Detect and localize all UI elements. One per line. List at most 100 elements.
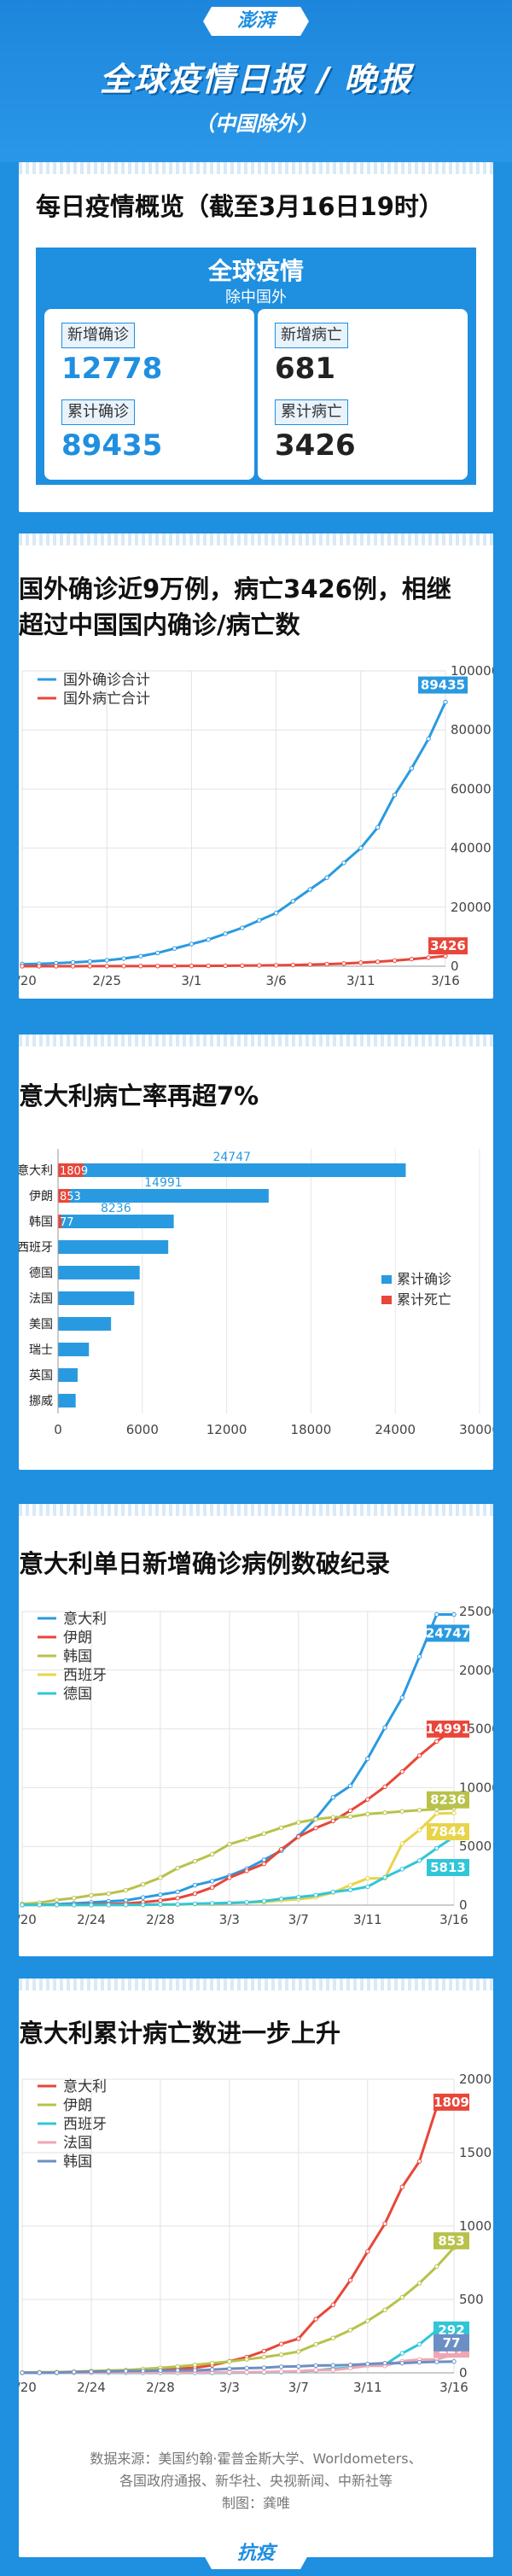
data-point: [158, 1875, 163, 1880]
legend-label: 西班牙: [63, 2116, 107, 2133]
data-point: [365, 2249, 370, 2254]
data-point: [278, 2352, 284, 2357]
data-point: [313, 1825, 318, 1831]
category-label: 西班牙: [19, 1241, 53, 1255]
data-point: [451, 1810, 457, 1815]
data-point: [365, 1875, 370, 1881]
data-point: [192, 2368, 198, 2373]
data-point: [399, 1809, 404, 1814]
end-label-box: [427, 1859, 469, 1877]
data-point: [416, 1753, 422, 1758]
data-point: [273, 963, 279, 968]
end-label-box: [427, 1791, 469, 1809]
footer-line-2: 各国政府通报、新华社、央视新闻、中新社等: [119, 2473, 393, 2489]
legend-label: 伊朗: [63, 1629, 92, 1646]
data-point: [324, 961, 329, 967]
data-point: [365, 1884, 370, 1890]
y-tick-label: 0: [459, 1897, 468, 1913]
x-tick-label: 3/7: [288, 2380, 309, 2395]
data-point: [399, 2360, 404, 2366]
data-point: [434, 1739, 439, 1744]
data-point: [434, 1611, 439, 1617]
bar-confirmed: [58, 1266, 140, 1279]
data-point: [296, 2363, 301, 2369]
data-point: [261, 2348, 267, 2354]
category-label: 法国: [29, 1292, 53, 1306]
data-point: [209, 1851, 215, 1857]
y-tick-label: 500: [459, 2292, 484, 2307]
data-point: [209, 2360, 215, 2366]
series-line-伊朗: [21, 1728, 455, 1907]
data-point: [313, 2363, 318, 2369]
x-tick-label: 3/6: [266, 973, 287, 988]
data-point: [409, 766, 415, 771]
footer-source: 数据来源：美国约翰·霍普金斯大学、Worldometers、 各国政府通报、新华…: [0, 2448, 512, 2515]
data-point: [261, 2354, 267, 2360]
data-point: [426, 736, 431, 742]
data-point: [307, 887, 312, 892]
card-stripe: [19, 1979, 493, 1990]
category-label: 美国: [29, 1318, 53, 1332]
data-point: [416, 2281, 422, 2286]
series-line-伊朗: [21, 2247, 456, 2375]
data-point: [296, 1834, 301, 1839]
data-point: [347, 1882, 353, 1888]
total-deaths-value: 3426: [275, 428, 356, 463]
data-point: [313, 2368, 318, 2373]
data-point: [399, 2294, 404, 2300]
data-point: [138, 953, 143, 959]
data-point: [72, 2369, 77, 2375]
end-label: 7844: [430, 1824, 466, 1839]
series-line-德国: [22, 1835, 455, 1907]
data-point: [382, 1784, 387, 1790]
y-tick-label: 25000: [459, 1604, 493, 1619]
end-label-box: [427, 1823, 469, 1841]
x-tick-label: 3/11: [346, 973, 375, 988]
y-tick-label: 1500: [459, 2145, 492, 2160]
end-label-box: [433, 2093, 469, 2111]
data-point: [155, 950, 160, 956]
data-point: [290, 962, 296, 968]
x-tick-label: 2/20: [19, 2380, 37, 2395]
x-tick-label: 3/11: [353, 2380, 382, 2395]
category-label: 韩国: [29, 1215, 53, 1229]
end-label: 5813: [430, 1860, 466, 1875]
data-point: [192, 1901, 198, 1907]
data-point: [347, 1808, 353, 1814]
data-point: [434, 2264, 439, 2270]
data-point: [375, 959, 381, 965]
chart3-svg: 25000200001500010000500002/202/242/283/3…: [19, 1604, 493, 1927]
data-point: [227, 1900, 232, 1906]
series-line-西班牙: [22, 1811, 455, 1907]
series-line-西班牙: [22, 2328, 455, 2375]
data-point: [261, 2369, 267, 2375]
data-point: [244, 1868, 249, 1874]
data-point: [330, 2302, 336, 2308]
data-point: [244, 2365, 249, 2371]
data-point: [313, 1892, 318, 1898]
data-point: [192, 1891, 198, 1897]
x-tick-label: 2/25: [92, 973, 121, 988]
data-point: [399, 2184, 404, 2189]
data-point: [330, 2363, 336, 2368]
deaths-box: 新增病亡 681 累计病亡 3426: [258, 309, 468, 480]
data-point: [296, 1894, 301, 1900]
data-point: [365, 1811, 370, 1816]
end-label: 77: [443, 2335, 461, 2351]
y-tick-label: 100000: [451, 663, 493, 679]
x-tick-label: 2/24: [77, 1912, 106, 1927]
data-point: [172, 946, 177, 951]
data-point: [106, 1903, 111, 1908]
series-line-国外病亡合计: [21, 954, 446, 968]
new-cases-label: 新增确诊: [61, 323, 135, 348]
chart4-card: [19, 1979, 493, 2557]
total-deaths-label: 累计病亡: [275, 399, 348, 425]
data-point: [123, 1903, 129, 1908]
data-point: [175, 1889, 180, 1895]
data-point: [382, 1874, 387, 1880]
data-point: [206, 963, 211, 969]
x-tick-label: 2/28: [146, 2380, 175, 2395]
data-point: [261, 1831, 267, 1836]
data-point: [223, 963, 228, 969]
bar-confirmed: [58, 1368, 78, 1382]
